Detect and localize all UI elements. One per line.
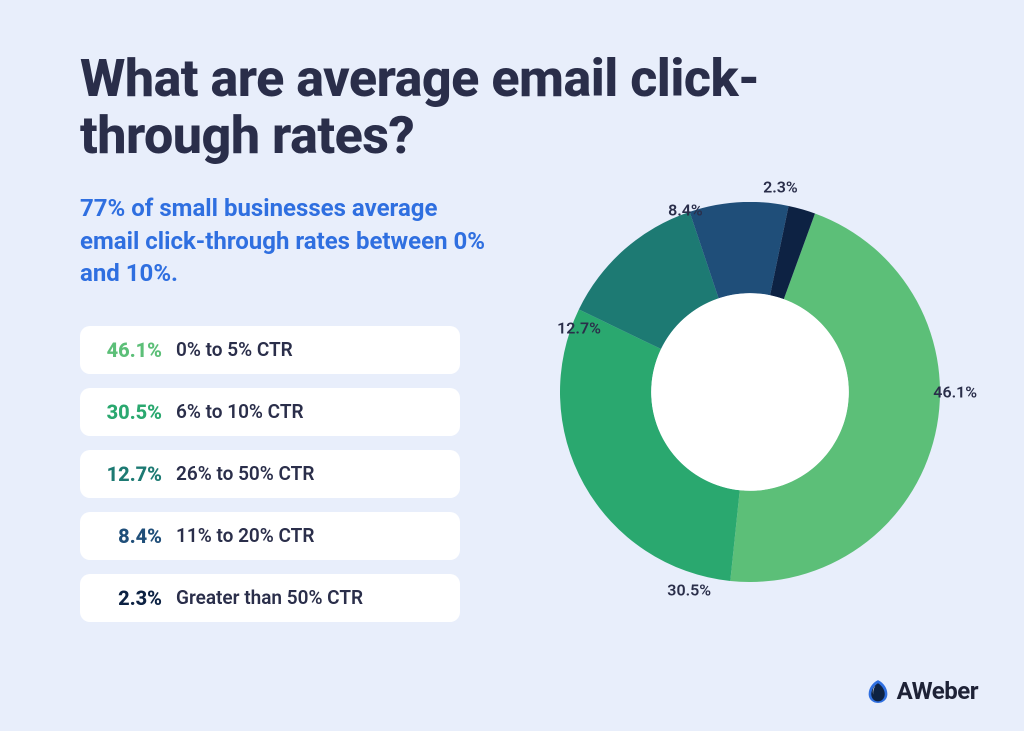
slice-label: 8.4% — [668, 200, 703, 219]
subtitle: 77% of small businesses average email cl… — [80, 192, 500, 289]
legend-label: 11% to 20% CTR — [176, 524, 314, 547]
legend-item: 2.3% Greater than 50% CTR — [80, 574, 460, 622]
brand: AWeber — [865, 677, 978, 705]
slice-label: 30.5% — [667, 580, 711, 599]
legend-label: 0% to 5% CTR — [176, 338, 293, 361]
legend-item: 46.1% 0% to 5% CTR — [80, 326, 460, 374]
legend-label: 6% to 10% CTR — [176, 400, 304, 423]
legend-pct: 8.4% — [98, 524, 176, 548]
legend-item: 12.7% 26% to 50% CTR — [80, 450, 460, 498]
legend-pct: 2.3% — [98, 586, 176, 610]
slice-label: 12.7% — [557, 318, 601, 337]
legend-pct: 46.1% — [98, 338, 176, 362]
slice-label: 2.3% — [763, 178, 798, 197]
donut-hole — [651, 294, 849, 492]
brand-logo-icon — [865, 678, 891, 704]
legend-item: 8.4% 11% to 20% CTR — [80, 512, 460, 560]
legend-item: 30.5% 6% to 10% CTR — [80, 388, 460, 436]
legend-pct: 30.5% — [98, 400, 176, 424]
page-title: What are average email click-through rat… — [80, 50, 860, 164]
legend-label: 26% to 50% CTR — [176, 462, 314, 485]
legend-label: Greater than 50% CTR — [176, 586, 363, 609]
legend-list: 46.1% 0% to 5% CTR 30.5% 6% to 10% CTR 1… — [80, 326, 520, 622]
donut-chart: 46.1% 30.5% 12.7% 8.4% 2.3% — [560, 202, 940, 582]
legend-pct: 12.7% — [98, 462, 176, 486]
brand-name: AWeber — [897, 677, 978, 705]
slice-label: 46.1% — [933, 383, 977, 402]
